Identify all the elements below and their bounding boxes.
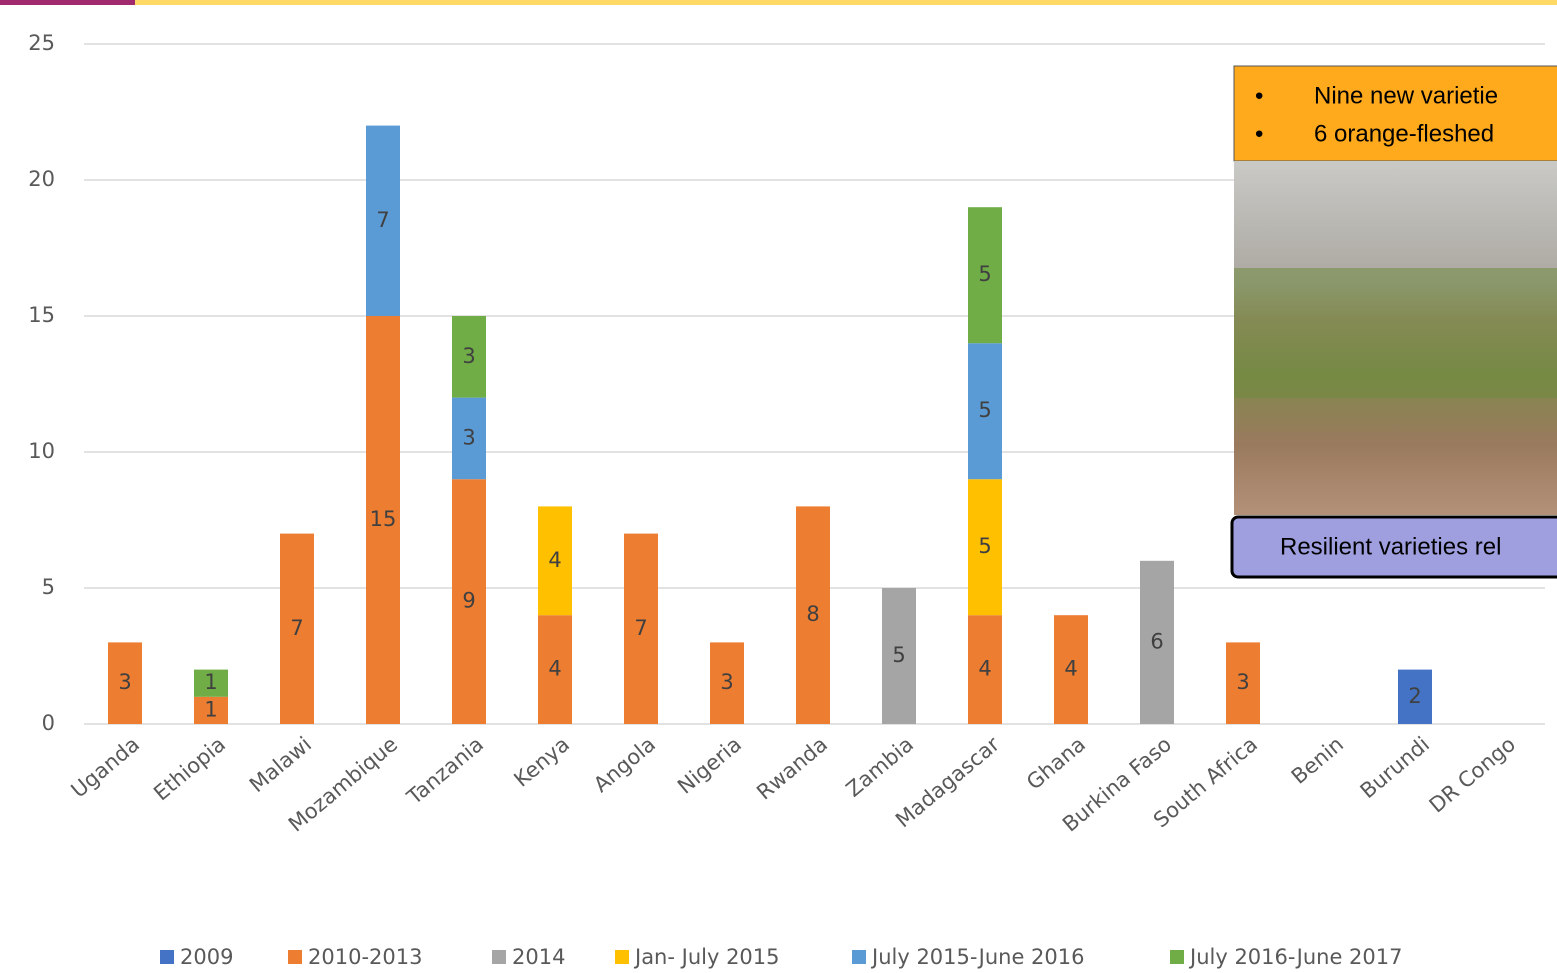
legend-label: Jan- July 2015 xyxy=(633,945,780,969)
data-label: 5 xyxy=(978,398,991,422)
data-label: 4 xyxy=(548,548,561,572)
legend-label: July 2016-June 2017 xyxy=(1188,945,1402,969)
legend-swatch xyxy=(160,950,174,964)
data-label: 8 xyxy=(806,602,819,626)
bullet: • xyxy=(1255,82,1263,109)
data-label: 3 xyxy=(462,344,475,368)
chart: 0510152025Uganda3Ethiopia11Malawi7Mozamb… xyxy=(0,0,1557,973)
data-label: 3 xyxy=(462,425,475,449)
data-label: 1 xyxy=(204,697,217,721)
callout-text: Nine new varietie xyxy=(1314,82,1498,109)
legend-label: 2014 xyxy=(512,945,565,969)
data-label: 6 xyxy=(1150,629,1163,653)
data-label: 9 xyxy=(462,589,475,613)
legend-swatch xyxy=(1170,950,1184,964)
data-label: 4 xyxy=(978,657,991,681)
bullet: • xyxy=(1255,120,1263,147)
overlay: • • Nine new varietie 6 orange-fleshed R… xyxy=(1232,66,1557,577)
x-tick-label: Nigeria xyxy=(673,732,746,799)
photo-plants xyxy=(1234,268,1557,398)
legend-swatch xyxy=(492,950,506,964)
data-label: 3 xyxy=(118,670,131,694)
x-tick-label: Uganda xyxy=(67,732,145,803)
y-tick-label: 20 xyxy=(28,167,55,191)
callout-text: 6 orange-fleshed xyxy=(1314,120,1494,147)
x-tick-label: Tanzania xyxy=(402,732,488,810)
data-label: 15 xyxy=(370,507,397,531)
x-tick-label: Zambia xyxy=(842,732,919,802)
data-label: 5 xyxy=(978,534,991,558)
caption-text: Resilient varieties rel xyxy=(1280,533,1501,560)
x-tick-label: Ghana xyxy=(1022,732,1090,795)
y-tick-label: 5 xyxy=(42,575,55,599)
x-tick-label: DR Congo xyxy=(1425,732,1520,818)
data-label: 5 xyxy=(978,262,991,286)
x-tick-label: Benin xyxy=(1287,732,1348,789)
legend-label: 2010-2013 xyxy=(308,945,422,969)
data-label: 2 xyxy=(1408,684,1421,708)
legend-label: 2009 xyxy=(180,945,233,969)
data-label: 7 xyxy=(376,208,389,232)
top-band xyxy=(0,0,1557,5)
data-label: 5 xyxy=(892,643,905,667)
legend-swatch xyxy=(288,950,302,964)
y-tick-label: 0 xyxy=(42,711,55,735)
top-band-accent xyxy=(0,0,135,5)
legend-swatch xyxy=(852,950,866,964)
x-tick-label: Ethiopia xyxy=(149,732,230,805)
x-tick-label: Angola xyxy=(589,732,660,797)
y-tick-label: 10 xyxy=(28,439,55,463)
data-label: 7 xyxy=(290,616,303,640)
legend-label: July 2015-June 2016 xyxy=(870,945,1084,969)
data-label: 3 xyxy=(1236,670,1249,694)
data-label: 7 xyxy=(634,616,647,640)
legend-swatch xyxy=(615,950,629,964)
data-label: 3 xyxy=(720,670,733,694)
data-label: 1 xyxy=(204,670,217,694)
y-tick-label: 25 xyxy=(28,31,55,55)
x-tick-label: Malawi xyxy=(245,732,316,797)
y-tick-label: 15 xyxy=(28,303,55,327)
data-label: 4 xyxy=(548,657,561,681)
data-label: 4 xyxy=(1064,657,1077,681)
x-tick-label: Rwanda xyxy=(752,732,832,804)
x-tick-label: Burundi xyxy=(1356,732,1434,803)
x-tick-label: Kenya xyxy=(509,732,574,792)
